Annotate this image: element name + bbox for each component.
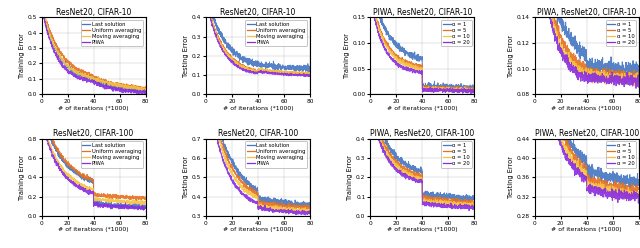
Title: ResNet20, CIFAR-100: ResNet20, CIFAR-100 [218,129,298,138]
Title: PIWA, ResNet20, CIFAR-100: PIWA, ResNet20, CIFAR-100 [534,129,639,138]
Legend: Last solution, Uniform averaging, Moving averaging, PIWA: Last solution, Uniform averaging, Moving… [81,142,143,168]
Y-axis label: Training Error: Training Error [19,33,24,78]
Y-axis label: Testing Error: Testing Error [183,156,189,198]
Y-axis label: Training Error: Training Error [344,33,349,78]
Legend: α = 1, α = 5, α = 10, α = 20: α = 1, α = 5, α = 10, α = 20 [605,142,636,168]
X-axis label: # of iterations (*1000): # of iterations (*1000) [58,105,129,111]
Y-axis label: Testing Error: Testing Error [508,35,514,77]
Legend: α = 1, α = 5, α = 10, α = 20: α = 1, α = 5, α = 10, α = 20 [442,142,472,168]
Legend: Last solution, Uniform averaging, Moving averaging, PIWA: Last solution, Uniform averaging, Moving… [245,20,307,46]
Title: ResNet20, CIFAR-10: ResNet20, CIFAR-10 [220,8,296,17]
Legend: α = 1, α = 5, α = 10, α = 20: α = 1, α = 5, α = 10, α = 20 [442,20,472,46]
X-axis label: # of iterations (*1000): # of iterations (*1000) [387,227,458,232]
X-axis label: # of iterations (*1000): # of iterations (*1000) [223,105,293,111]
Title: PIWA, ResNet20, CIFAR-10: PIWA, ResNet20, CIFAR-10 [537,8,636,17]
Y-axis label: Training Error: Training Error [19,155,24,200]
Title: PIWA, ResNet20, CIFAR-100: PIWA, ResNet20, CIFAR-100 [370,129,474,138]
X-axis label: # of iterations (*1000): # of iterations (*1000) [552,227,622,232]
X-axis label: # of iterations (*1000): # of iterations (*1000) [223,227,293,232]
Y-axis label: Training Error: Training Error [348,155,353,200]
X-axis label: # of iterations (*1000): # of iterations (*1000) [387,105,458,111]
Legend: Last solution, Uniform averaging, Moving averaging, PIWA: Last solution, Uniform averaging, Moving… [81,20,143,46]
Title: ResNet20, CIFAR-100: ResNet20, CIFAR-100 [54,129,134,138]
Title: ResNet20, CIFAR-10: ResNet20, CIFAR-10 [56,8,131,17]
X-axis label: # of iterations (*1000): # of iterations (*1000) [58,227,129,232]
X-axis label: # of iterations (*1000): # of iterations (*1000) [552,105,622,111]
Legend: α = 1, α = 5, α = 10, α = 20: α = 1, α = 5, α = 10, α = 20 [605,20,636,46]
Y-axis label: Testing Error: Testing Error [508,156,514,198]
Title: PIWA, ResNet20, CIFAR-10: PIWA, ResNet20, CIFAR-10 [372,8,472,17]
Legend: Last solution, Uniform averaging, Moving averaging, PIWA: Last solution, Uniform averaging, Moving… [245,142,307,168]
Y-axis label: Testing Error: Testing Error [183,35,189,77]
